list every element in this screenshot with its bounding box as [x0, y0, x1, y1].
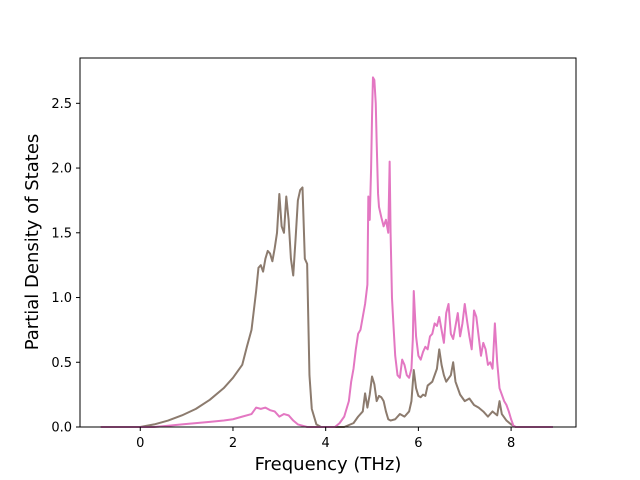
x-axis-ticks: 0 2 4 6 8 — [136, 427, 515, 451]
x-axis-label: Frequency (THz) — [255, 454, 402, 475]
y-tick-label: 0.0 — [51, 421, 72, 436]
x-tick-label: 2 — [229, 436, 237, 451]
series-layer — [100, 76, 553, 428]
x-tick-label: 4 — [322, 436, 330, 451]
x-tick-label: 8 — [507, 436, 515, 451]
y-axis-ticks: 0.0 0.5 1.0 1.5 2.0 2.5 — [51, 97, 80, 436]
x-tick-label: 6 — [414, 436, 422, 451]
y-tick-label: 2.0 — [51, 162, 72, 177]
series-line-1 — [100, 186, 553, 428]
y-tick-label: 1.0 — [51, 291, 72, 306]
x-tick-label: 0 — [136, 436, 144, 451]
plot-frame — [79, 57, 577, 428]
y-tick-label: 0.5 — [51, 356, 72, 371]
y-tick-label: 1.5 — [51, 226, 72, 241]
series-line-2 — [100, 76, 553, 428]
y-axis-label: Partial Density of States — [22, 134, 43, 351]
y-tick-label: 2.5 — [51, 97, 72, 112]
